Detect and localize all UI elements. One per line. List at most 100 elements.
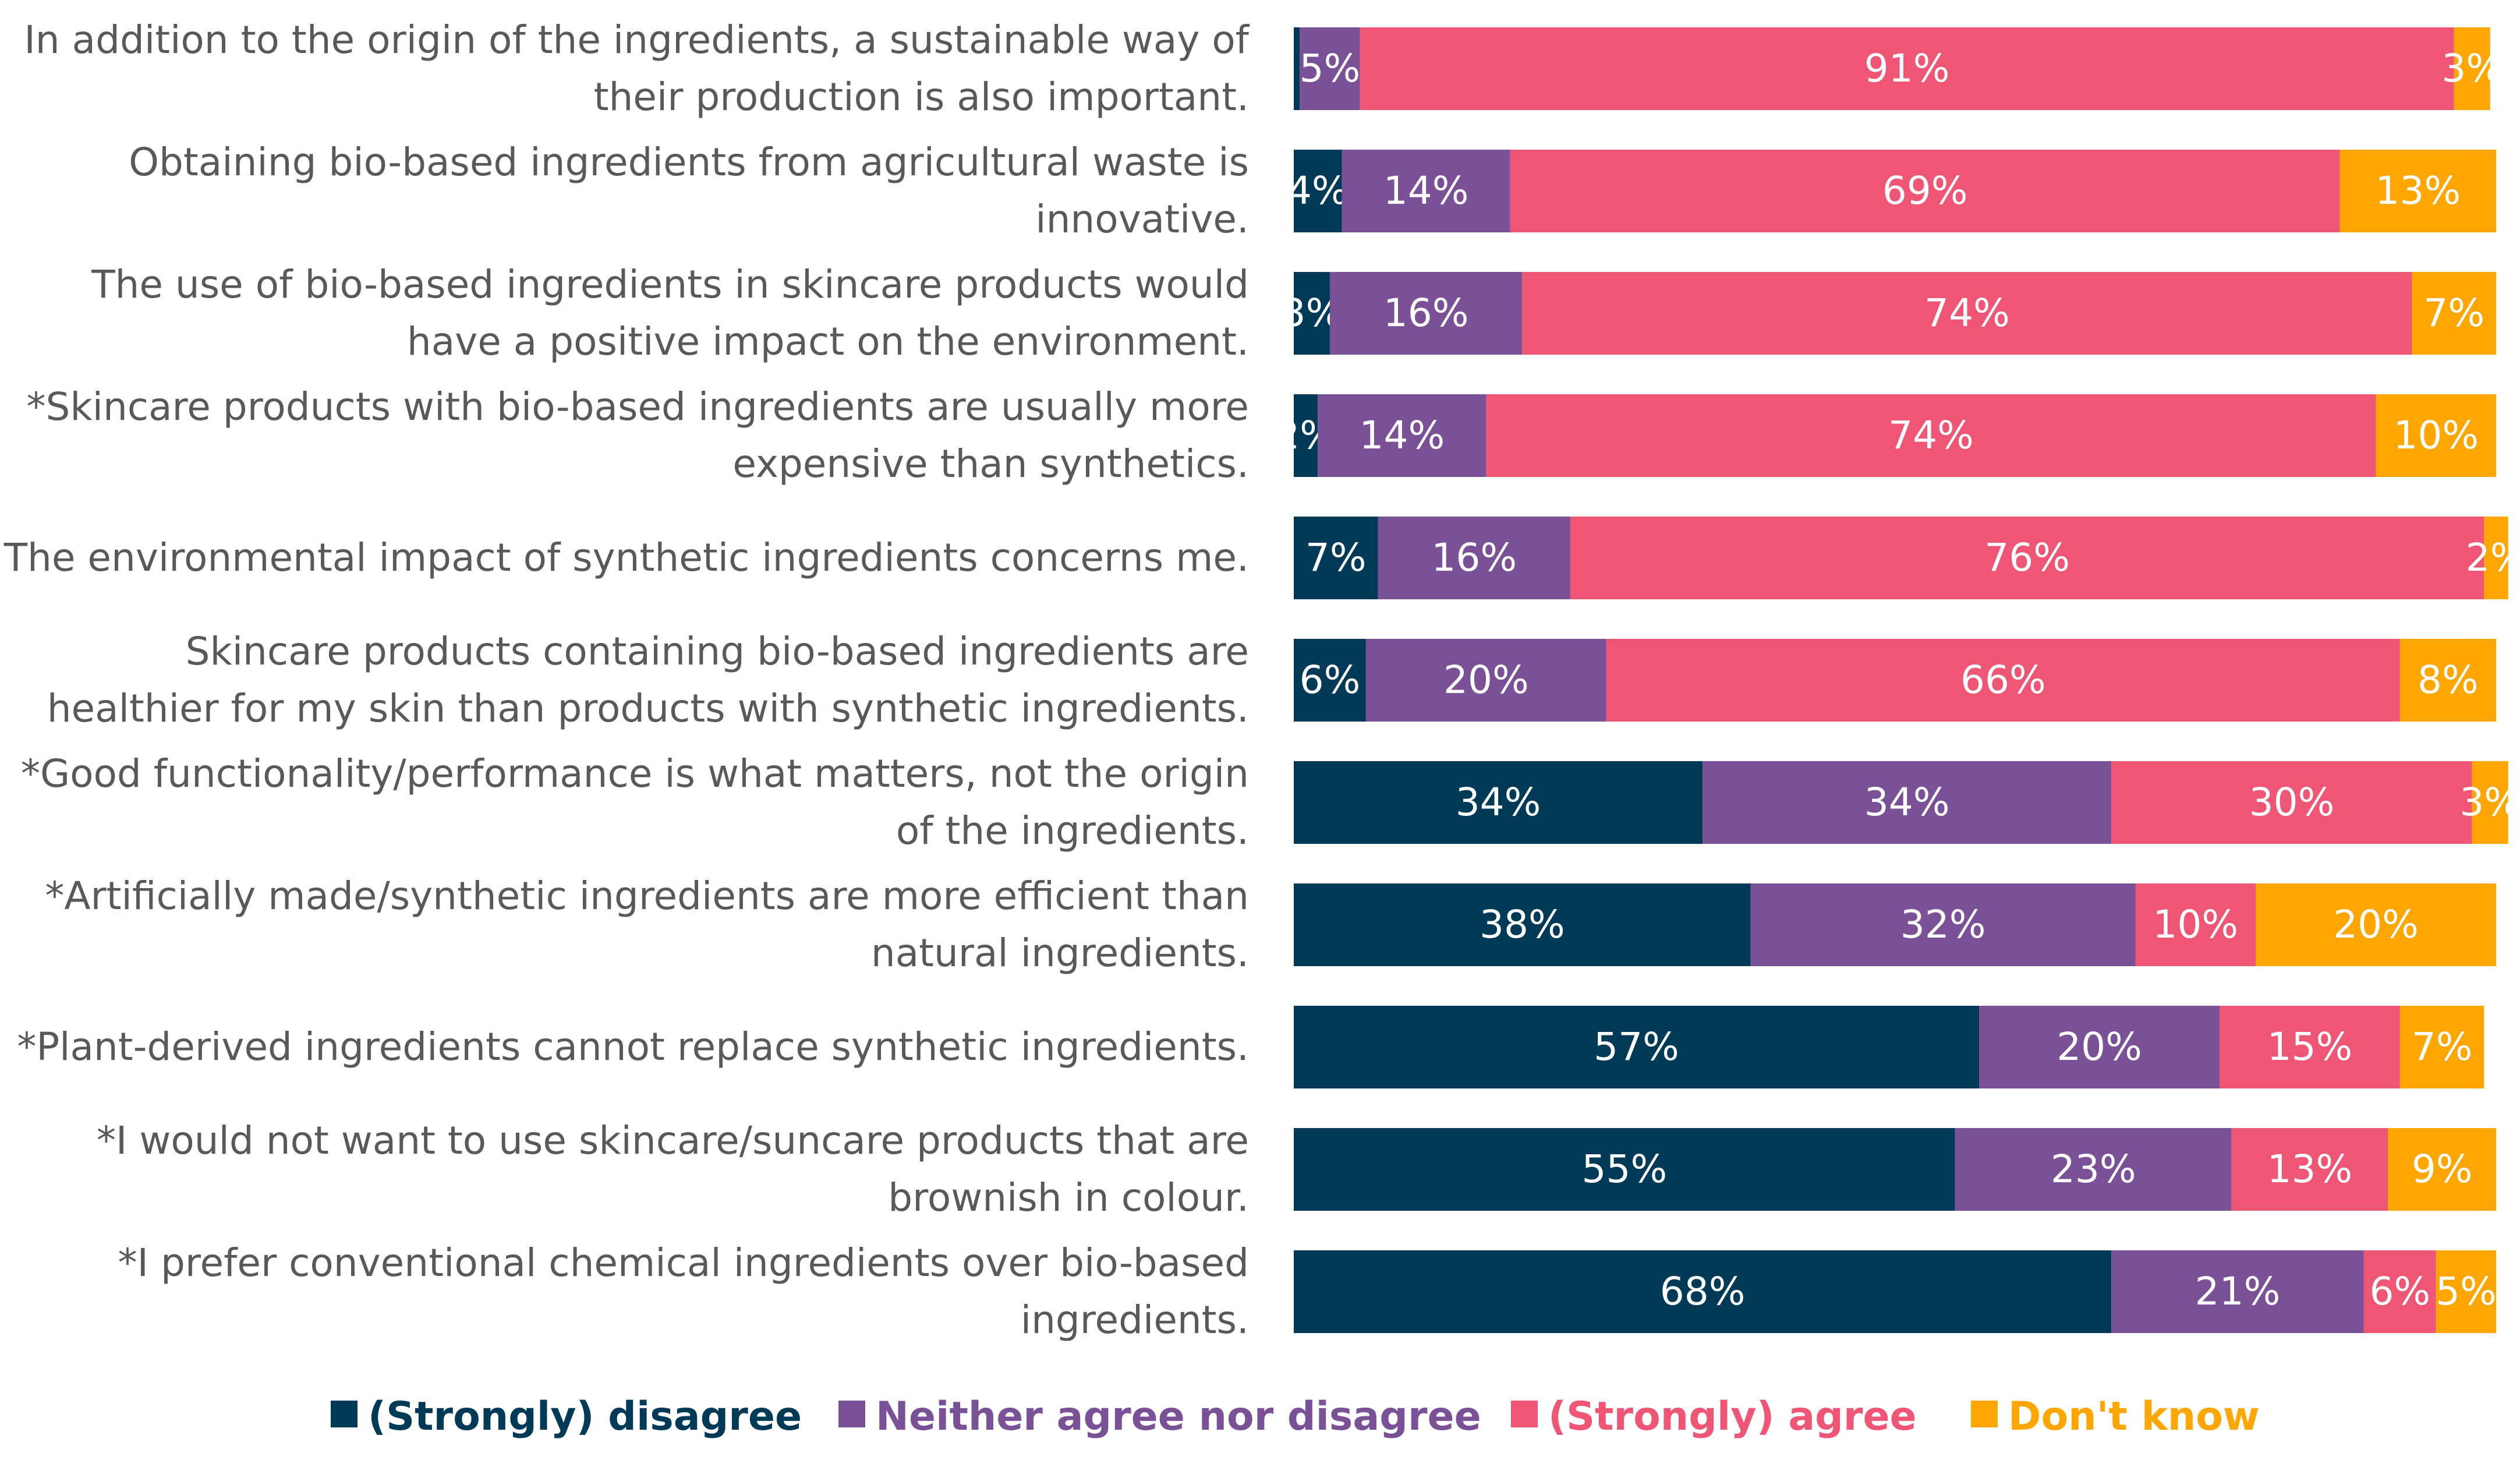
data-label: 15%: [2267, 1024, 2353, 1069]
category-label: *Good functionality/performance is what …: [21, 751, 1249, 853]
bar-segment: [2399, 639, 2496, 722]
bar-segment: [1486, 394, 2376, 477]
bar-segment: [1294, 517, 1378, 599]
category-label-line: *Good functionality/performance is what …: [21, 751, 1249, 796]
bar-segment: [1365, 639, 1606, 722]
data-label: 32%: [1900, 902, 1986, 947]
category-label-line: of the ingredients.: [896, 808, 1249, 853]
bar-segment: [1294, 1250, 2112, 1333]
category-label: In addition to the origin of the ingredi…: [24, 17, 1250, 119]
category-label-line: have a positive impact on the environmen…: [407, 319, 1249, 364]
category-label-line: Skincare products containing bio-based i…: [186, 629, 1249, 674]
legend-item: (Strongly) agree: [1511, 1394, 1917, 1440]
bar-segment: [1294, 1128, 1955, 1211]
data-label: 38%: [1480, 902, 1565, 947]
category-label: *Artificially made/synthetic ingredients…: [45, 874, 1249, 975]
data-label: 7%: [2423, 291, 2484, 335]
data-label: 20%: [2333, 902, 2419, 947]
bar-segment: [2388, 1128, 2496, 1211]
bar-segment: [2472, 761, 2508, 844]
bar-segment: [2111, 761, 2472, 844]
data-label: 10%: [2393, 413, 2479, 458]
bar-segment: [2220, 1006, 2400, 1088]
bar-segment: [1329, 272, 1523, 355]
data-label: 13%: [2267, 1147, 2353, 1192]
category-label-line: brownish in colour.: [888, 1175, 1249, 1220]
bar-segment: [2454, 27, 2490, 110]
data-label: 2%: [2466, 535, 2520, 580]
legend-swatch: [331, 1401, 358, 1427]
data-label: 14%: [1359, 413, 1445, 458]
bar-segment: [2340, 150, 2496, 232]
category-label: *Skincare products with bio-based ingred…: [27, 384, 1250, 486]
category-label: Obtaining bio-based ingredients from agr…: [129, 140, 1249, 242]
data-label: 5%: [1300, 46, 1361, 91]
legend-item: (Strongly) disagree: [331, 1394, 802, 1440]
legend-label: Don't know: [2008, 1394, 2260, 1440]
bar-segment: [2135, 883, 2256, 966]
category-label-line: *Skincare products with bio-based ingred…: [27, 384, 1250, 429]
bar-segment: [1294, 639, 1366, 722]
bar-row: 6% 20% 66% 8%: [1294, 639, 2496, 722]
category-label-line: expensive than synthetics.: [732, 441, 1249, 486]
bar-row: 57% 20% 15% 7%: [1294, 1006, 2484, 1088]
data-label: 3%: [2459, 780, 2520, 825]
bar-segment: [1300, 27, 1360, 110]
data-label: 16%: [1431, 535, 1517, 580]
category-label: *I would not want to use skincare/suncar…: [97, 1118, 1249, 1220]
data-label: 55%: [1582, 1147, 1668, 1192]
bar-segment: [1318, 394, 1486, 477]
bar-segment: [1294, 150, 1342, 232]
bar-segment: [1294, 272, 1330, 355]
data-label: 66%: [1960, 658, 2046, 702]
category-label: *I prefer conventional chemical ingredie…: [118, 1240, 1249, 1342]
category-label: The use of bio-based ingredients in skin…: [91, 262, 1249, 364]
data-label: 30%: [2249, 780, 2335, 825]
data-label: 10%: [2153, 902, 2238, 947]
bar-row: 55% 23% 13% 9%: [1294, 1128, 2496, 1211]
data-label: 16%: [1383, 291, 1469, 335]
category-label-line: *I would not want to use skincare/suncar…: [97, 1118, 1249, 1163]
bar-segment: [1606, 639, 2400, 722]
bar-segment: [2412, 272, 2496, 355]
legend-label: (Strongly) disagree: [368, 1394, 802, 1440]
data-label: 74%: [1924, 291, 2010, 335]
data-label: 7%: [2412, 1024, 2473, 1069]
category-label-line: innovative.: [1035, 197, 1249, 242]
bar-segment: [1342, 150, 1510, 232]
legend-item: Neither agree nor disagree: [838, 1394, 1481, 1440]
bar-segment: [2484, 517, 2508, 599]
category-label-line: In addition to the origin of the ingredi…: [24, 17, 1250, 62]
bar-segment: [1955, 1128, 2232, 1211]
bar-row: 2% 14% 74% 10%: [1275, 394, 2496, 477]
data-label: 21%: [2195, 1269, 2281, 1314]
data-label: 68%: [1660, 1269, 1746, 1314]
bar-segment: [1510, 150, 2340, 232]
category-label-line: *Plant-derived ingredients cannot replac…: [17, 1024, 1249, 1069]
bar-segment: [2376, 394, 2496, 477]
category-label-line: ingredients.: [1021, 1298, 1249, 1342]
legend: (Strongly) disagree Neither agree nor dis…: [331, 1394, 2260, 1440]
data-label: 91%: [1864, 46, 1950, 91]
category-label-line: healthier for my skin than products with…: [47, 686, 1249, 731]
bar-segment: [2363, 1250, 2436, 1333]
bar-row: 68% 21% 6% 5%: [1294, 1250, 2497, 1333]
bar-row: 4% 14% 69% 13%: [1287, 150, 2496, 232]
data-label: 34%: [1864, 780, 1950, 825]
bar-segment: [1522, 272, 2412, 355]
data-label: 5%: [2436, 1269, 2497, 1314]
data-label: 14%: [1383, 168, 1469, 213]
category-label: The environmental impact of synthetic in…: [3, 535, 1249, 580]
data-label: 9%: [2412, 1147, 2473, 1192]
data-label: 23%: [2051, 1147, 2136, 1192]
bar-segment: [2111, 1250, 2364, 1333]
legend-swatch: [1511, 1401, 1538, 1427]
bar-segment: [2399, 1006, 2484, 1088]
legend-label: (Strongly) agree: [1548, 1394, 1917, 1440]
legend-item: Don't know: [1971, 1394, 2260, 1440]
data-label: 6%: [2369, 1269, 2430, 1314]
bar-segment: [2256, 883, 2496, 966]
bar-row: 7% 16% 76% 2%: [1294, 517, 2520, 599]
category-label-line: their production is also important.: [594, 75, 1249, 119]
